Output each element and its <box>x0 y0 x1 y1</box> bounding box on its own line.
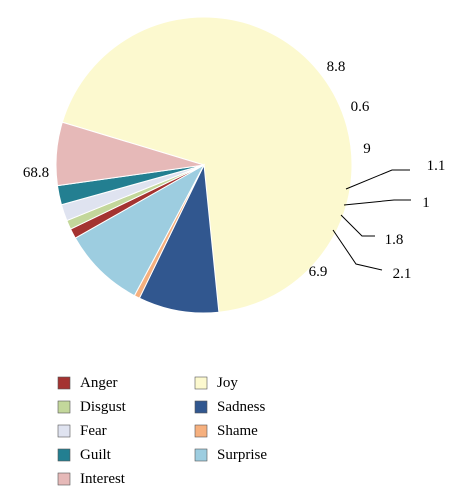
legend-label-interest: Interest <box>80 471 126 487</box>
legend-swatch-fear <box>57 424 71 438</box>
data-label-fear: 1.8 <box>385 232 404 248</box>
leader-line-fear <box>340 214 375 237</box>
leader-line-guilt <box>332 229 383 271</box>
legend-label-joy: Joy <box>217 375 238 391</box>
legend-item-surprise: Surprise <box>194 447 267 463</box>
legend-swatch-surprise <box>194 448 208 462</box>
legend-label-surprise: Surprise <box>217 447 267 463</box>
legend-label-guilt: Guilt <box>80 447 112 463</box>
pie-slice-surprise <box>74 163 206 297</box>
data-label-anger: 1.1 <box>427 158 446 174</box>
data-label-shame: 0.6 <box>351 99 370 115</box>
data-label-disgust: 1 <box>422 195 430 211</box>
legend-item-disgust: Disgust <box>57 399 127 415</box>
legend-label-disgust: Disgust <box>80 399 127 415</box>
legend-item-shame: Shame <box>194 423 258 439</box>
pie-slice-sadness <box>138 163 220 314</box>
legend-swatch-joy <box>194 376 208 390</box>
pie-slice-joy <box>61 16 353 313</box>
legend-label-anger: Anger <box>80 375 118 391</box>
legend-item-guilt: Guilt <box>57 447 112 463</box>
data-label-guilt: 2.1 <box>393 266 412 282</box>
legend-label-sadness: Sadness <box>217 399 265 415</box>
legend-item-joy: Joy <box>194 375 238 391</box>
legend-label-shame: Shame <box>217 423 258 439</box>
legend-swatch-sadness <box>194 400 208 414</box>
legend-swatch-shame <box>194 424 208 438</box>
leader-line-disgust <box>343 199 411 206</box>
legend-swatch-anger <box>57 376 71 390</box>
pie-slice-interest <box>55 121 205 187</box>
data-label-surprise: 9 <box>363 141 371 157</box>
legend-swatch-interest <box>57 472 71 486</box>
legend-item-sadness: Sadness <box>194 399 265 415</box>
legend-item-fear: Fear <box>57 423 107 439</box>
data-label-sadness: 8.8 <box>327 59 346 75</box>
data-label-joy: 68.8 <box>23 165 49 181</box>
legend-item-anger: Anger <box>57 375 118 391</box>
legend-item-interest: Interest <box>57 471 126 487</box>
data-label-interest: 6.9 <box>309 264 328 280</box>
legend-swatch-disgust <box>57 400 71 414</box>
legend-swatch-guilt <box>57 448 71 462</box>
leader-line-anger <box>345 169 410 190</box>
legend-label-fear: Fear <box>80 423 107 439</box>
